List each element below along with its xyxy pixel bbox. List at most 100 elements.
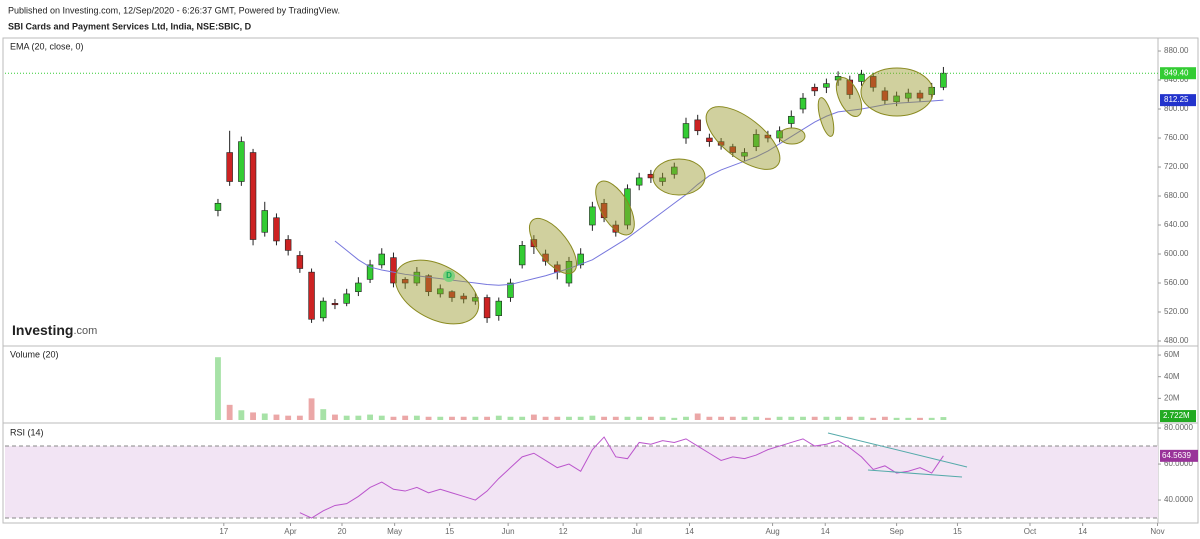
volume-badge — [1160, 410, 1196, 423]
candle-body — [437, 288, 444, 295]
y-tick-label: 800.00 — [1164, 104, 1189, 113]
x-tick-label: Apr — [284, 527, 297, 536]
candle-body — [916, 92, 924, 99]
volume-bar — [378, 415, 385, 420]
volume-bar — [753, 416, 760, 420]
x-tick-label: Jul — [632, 527, 642, 536]
candle-body — [483, 297, 491, 319]
volume-bar — [261, 413, 268, 420]
volume-bar — [296, 415, 303, 420]
candle-body — [238, 141, 245, 182]
x-tick-label: Aug — [765, 527, 779, 536]
volume-bar — [215, 357, 221, 420]
candle-body — [366, 264, 374, 280]
candle-body — [413, 271, 421, 284]
candle-body — [788, 115, 795, 124]
y-tick-label: 40M — [1164, 372, 1180, 381]
volume-bar — [741, 416, 748, 420]
volume-bar — [671, 417, 678, 420]
highlight — [835, 77, 863, 117]
logo-suffix: .com — [73, 325, 97, 337]
candle-body — [612, 224, 620, 233]
candle-body — [928, 86, 935, 95]
candle-body — [741, 152, 748, 157]
candle-body — [273, 217, 280, 242]
volume-badge-label: 2.722M — [1163, 411, 1190, 420]
candle-body — [764, 134, 772, 139]
volume-bar — [238, 410, 245, 420]
volume-bar — [449, 416, 455, 420]
candle-body — [401, 279, 409, 284]
logo-name: Investing — [12, 322, 73, 338]
rsi-badge — [1160, 449, 1198, 462]
volume-bar — [940, 417, 947, 420]
volume-bar — [484, 416, 490, 420]
volume-bar — [905, 417, 912, 420]
y-tick-label: 480.00 — [1164, 336, 1189, 345]
rsi-label: RSI (14) — [10, 427, 44, 437]
x-tick-label: May — [387, 527, 402, 536]
candle-body — [729, 146, 737, 153]
volume-bar — [577, 416, 584, 420]
y-tick-label: 760.00 — [1164, 133, 1189, 142]
candle-body — [343, 293, 350, 304]
volume-bar — [495, 415, 502, 420]
volume-bar — [776, 416, 783, 420]
logo: Investing.com — [12, 322, 97, 338]
candle-body — [823, 83, 830, 88]
volume-bar — [881, 416, 888, 420]
volume-bar — [250, 412, 256, 420]
volume-bar — [402, 415, 409, 420]
price-badge — [1160, 67, 1196, 80]
candle-body — [881, 90, 889, 101]
candle-body — [869, 76, 877, 88]
y-tick-label: 40.0000 — [1164, 495, 1193, 504]
candle-body — [659, 177, 666, 182]
title: SBI Cards and Payment Services Ltd, Indi… — [8, 21, 252, 31]
volume-bar — [811, 416, 818, 420]
dividend-label: D — [446, 271, 452, 280]
x-tick-label: 12 — [559, 527, 568, 536]
x-tick-label: 14 — [685, 527, 694, 536]
y-tick-label: 840.00 — [1164, 75, 1189, 84]
candle-body — [390, 257, 397, 284]
y-tick-label: 720.00 — [1164, 162, 1189, 171]
volume-bar — [390, 416, 397, 420]
y-tick-label: 560.00 — [1164, 278, 1189, 287]
y-tick-label: 640.00 — [1164, 220, 1189, 229]
volume-bar — [659, 416, 666, 420]
candle-body — [694, 119, 701, 132]
volume-bar — [413, 415, 420, 420]
candle-body — [425, 275, 432, 293]
candle-body — [308, 271, 315, 320]
candle-body — [811, 86, 818, 92]
candle-body — [905, 92, 912, 99]
volume-bar — [437, 416, 444, 420]
candle-body — [706, 137, 713, 142]
highlight — [778, 127, 806, 145]
x-tick-label: 14 — [1078, 527, 1087, 536]
subtitle: Published on Investing.com, 12/Sep/2020 … — [8, 5, 340, 15]
candle-body — [846, 79, 854, 95]
volume-bar — [554, 416, 561, 420]
indicator-label: EMA (20, close, 0) — [10, 41, 84, 51]
x-tick-label: 15 — [953, 527, 962, 536]
volume-bar — [530, 414, 537, 420]
candle-body — [448, 291, 456, 298]
volume-bar — [636, 416, 643, 420]
trend-line — [867, 469, 963, 478]
rsi-band — [5, 446, 1158, 519]
x-tick-label: 20 — [338, 527, 347, 536]
volume-bar — [460, 416, 467, 420]
rsi-badge-label: 64.5639 — [1162, 451, 1191, 460]
volume-bar — [683, 416, 689, 420]
highlight — [817, 97, 835, 137]
candle-body — [577, 253, 584, 266]
volume-bar — [858, 416, 865, 420]
volume-bar — [355, 415, 362, 420]
dividend-marker — [443, 270, 455, 282]
candle-body — [249, 152, 257, 240]
x-tick-label: Nov — [1150, 527, 1164, 536]
x-tick-label: Sep — [889, 527, 904, 536]
